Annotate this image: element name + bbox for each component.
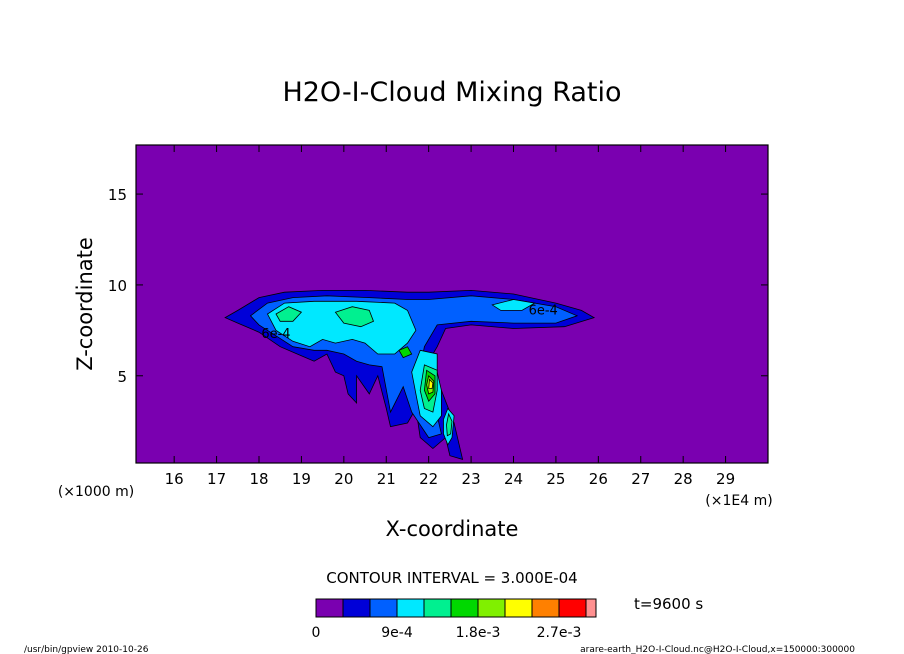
contour-interval-text: CONTOUR INTERVAL = 3.000E-04 [326, 569, 577, 587]
y-tick-label: 5 [117, 368, 127, 386]
y-tick-label: 10 [108, 277, 127, 295]
x-tick-label: 24 [504, 470, 523, 488]
contour-lines: 6e-4 6e-4 [261, 303, 557, 342]
contour-label: 6e-4 [261, 327, 290, 342]
colorbar-swatch [423, 598, 452, 618]
contour-region-3 [334, 306, 375, 328]
y-axis-ticks: 5 10 15 [108, 186, 768, 386]
contour-region-13 [398, 346, 413, 359]
footer-right: arare-earth_H2O-I-Cloud.nc@H2O-I-Cloud,x… [580, 645, 855, 654]
colorbar-swatch [504, 598, 533, 618]
x-tick-label: 20 [334, 470, 353, 488]
contour-region-9 [428, 378, 434, 389]
x-tick-label: 27 [631, 470, 650, 488]
contour-region-11 [446, 412, 453, 437]
colorbar-swatch [477, 598, 506, 618]
colorbar-swatch [396, 598, 425, 618]
contour-field [136, 145, 768, 463]
contour-label: 6e-4 [529, 303, 558, 318]
contour-region-2 [266, 300, 417, 355]
x-tick-label: 21 [377, 470, 396, 488]
contour-region-12 [491, 299, 536, 311]
x-tick-label: 25 [546, 470, 565, 488]
colorbar-swatch [315, 598, 344, 618]
y-tick-label: 15 [108, 186, 127, 204]
colorbar-swatch [342, 598, 371, 618]
x-tick-label: 19 [292, 470, 311, 488]
y-axis-label: Z-coordinate [73, 237, 97, 371]
contour-region-4 [275, 306, 303, 322]
x-tick-label: 28 [674, 470, 693, 488]
colorbar [315, 598, 597, 618]
colorbar-swatch [585, 598, 597, 618]
colorbar-tick-label: 9e-4 [381, 625, 413, 641]
x-tick-label: 23 [462, 470, 481, 488]
colorbar-swatch [450, 598, 479, 618]
x-axis-label: X-coordinate [386, 517, 519, 541]
x-tick-label: 17 [207, 470, 226, 488]
plot-frame [135, 144, 769, 464]
x-tick-label: 26 [589, 470, 608, 488]
x-axis-ticks: 16 17 18 19 20 21 22 23 24 25 26 27 28 29 [165, 145, 735, 488]
footer-left: /usr/bin/gpview 2010-10-26 [24, 645, 149, 654]
colorbar-swatch [369, 598, 398, 618]
y-unit-label: (×1000 m) [58, 484, 134, 500]
x-tick-label: 29 [716, 470, 735, 488]
x-tick-label: 18 [249, 470, 268, 488]
x-tick-label: 22 [419, 470, 438, 488]
colorbar-swatch [558, 598, 587, 618]
x-tick-label: 16 [165, 470, 184, 488]
chart-title: H2O-I-Cloud Mixing Ratio [282, 77, 621, 108]
colorbar-labels: 0 9e-4 1.8e-3 2.7e-3 [312, 625, 582, 641]
x-unit-label: (×1E4 m) [705, 493, 772, 509]
colorbar-tick-label: 1.8e-3 [456, 625, 501, 641]
colorbar-tick-label: 0 [312, 625, 321, 641]
time-label: t=9600 s [634, 595, 703, 613]
colorbar-swatch [531, 598, 560, 618]
colorbar-tick-label: 2.7e-3 [537, 625, 582, 641]
